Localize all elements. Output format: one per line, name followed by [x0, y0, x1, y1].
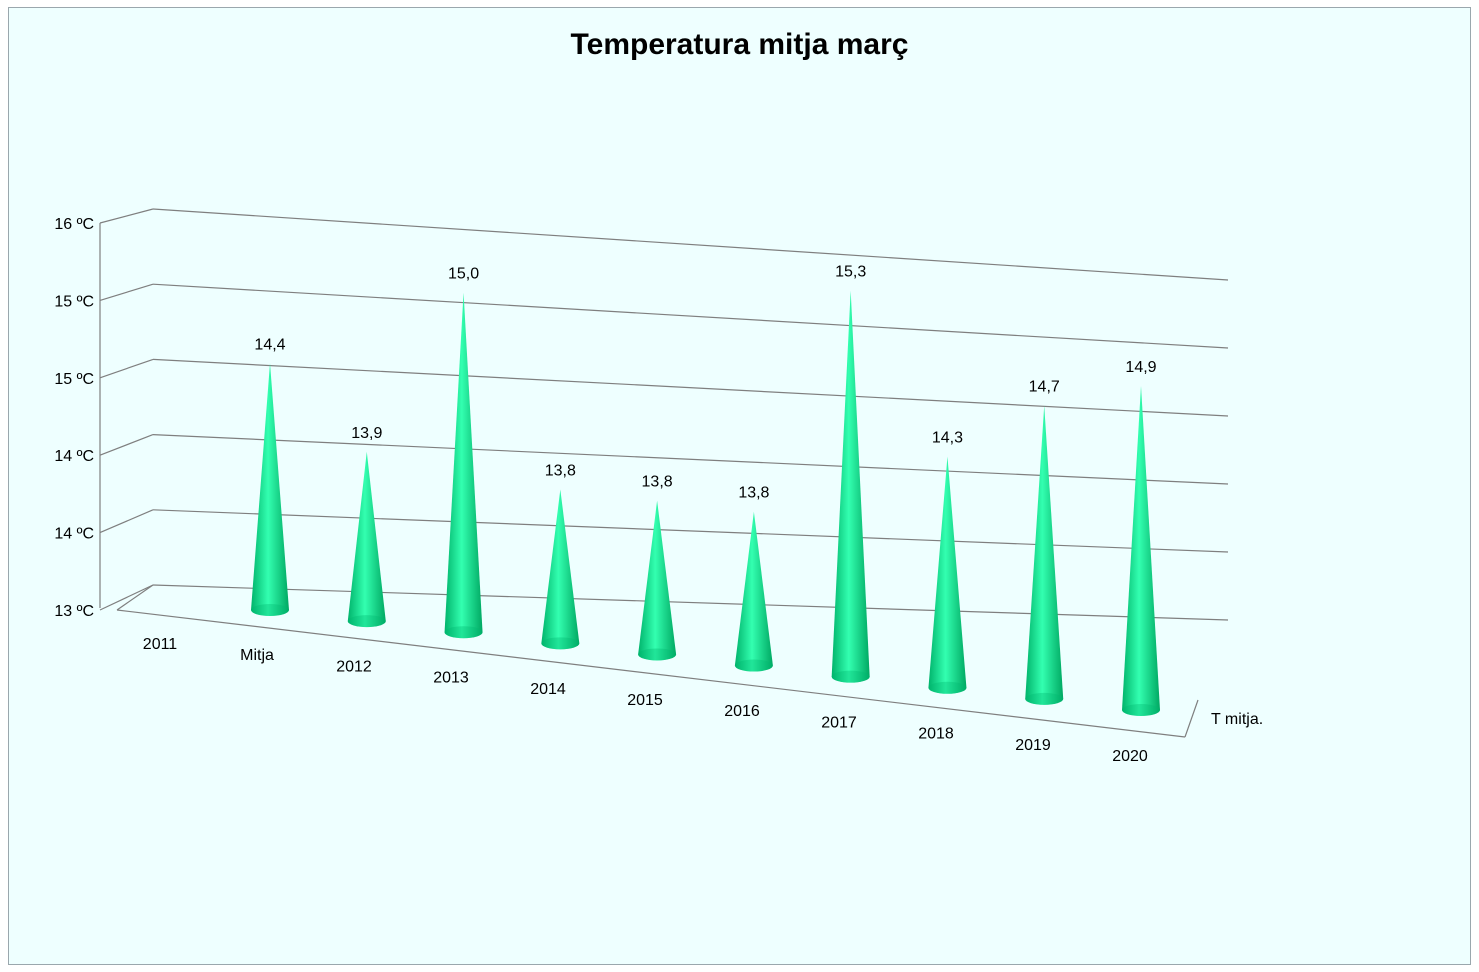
bar-base	[1122, 704, 1160, 716]
x-tick-label: 2014	[530, 681, 566, 698]
gridline	[152, 509, 1229, 553]
gridline	[152, 434, 1229, 485]
data-label: 15,0	[448, 266, 479, 283]
bar	[444, 292, 483, 639]
data-label: 15,3	[835, 264, 866, 281]
x-tick-label: 2020	[1112, 748, 1148, 765]
floor-left-edge	[116, 584, 154, 611]
x-tick-label: Mitja	[240, 647, 274, 664]
chart-title: Temperatura mitja març	[570, 28, 909, 61]
bar-base	[541, 637, 580, 650]
bar-base	[1025, 692, 1064, 705]
bar	[541, 489, 580, 650]
x-tick-label: 2016	[724, 703, 760, 720]
data-label: 13,8	[738, 485, 769, 502]
bar	[251, 363, 289, 616]
x-tick-label: 2017	[821, 714, 857, 731]
side-gridline	[99, 283, 154, 301]
y-tick-label: 16 ºC	[54, 216, 94, 233]
x-tick-label: 2013	[433, 670, 469, 687]
gridline	[152, 208, 1229, 281]
y-tick-label: 13 ºC	[54, 603, 94, 620]
bar-base	[444, 626, 483, 639]
gridline	[152, 358, 1229, 417]
bar-base	[831, 670, 870, 683]
data-label: 14,9	[1125, 359, 1156, 376]
bar	[928, 456, 967, 694]
x-tick-label: 2015	[627, 692, 663, 709]
bar	[1122, 385, 1160, 716]
bar-base	[251, 604, 289, 616]
side-gridline	[99, 358, 154, 379]
bar	[638, 500, 677, 661]
x-tick-label: 2012	[336, 658, 372, 675]
y-tick-label: 15 ºC	[54, 371, 94, 388]
gridline	[152, 283, 1229, 349]
side-gridline	[99, 208, 154, 224]
y-tick-label: 15 ºC	[54, 293, 94, 310]
side-gridline	[99, 509, 154, 534]
x-tick-label: 2019	[1015, 737, 1051, 754]
bar-base	[347, 615, 386, 628]
bar	[831, 290, 870, 683]
data-label: 14,4	[254, 336, 285, 353]
side-gridline	[99, 584, 154, 611]
bar-base	[734, 659, 773, 672]
bar	[1025, 405, 1064, 705]
y-tick-label: 14 ºC	[54, 526, 94, 543]
gridline	[152, 584, 1229, 621]
x-tick-label: 2018	[918, 726, 954, 743]
data-label: 14,7	[1029, 379, 1060, 396]
side-gridline	[99, 434, 154, 456]
bar	[734, 511, 773, 672]
bar	[347, 451, 386, 628]
chart-area	[8, 7, 1471, 965]
data-label: 13,9	[351, 425, 382, 442]
y-tick-label: 14 ºC	[54, 448, 94, 465]
x-tick-label: 2011	[143, 636, 178, 653]
data-label: 13,8	[642, 474, 673, 491]
bar-base	[928, 681, 967, 694]
bar-base	[638, 648, 677, 661]
data-label: 13,8	[545, 462, 576, 479]
data-label: 14,3	[932, 430, 963, 447]
floor-front-edge	[116, 609, 1186, 738]
series-label: T mitja.	[1211, 711, 1263, 728]
floor-right-edge	[1184, 699, 1199, 738]
